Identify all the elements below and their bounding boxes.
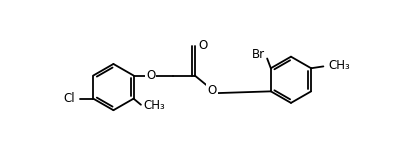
- Text: Cl: Cl: [63, 92, 75, 105]
- Text: CH₃: CH₃: [143, 99, 165, 112]
- Text: CH₃: CH₃: [328, 59, 350, 72]
- Text: O: O: [146, 69, 155, 82]
- Text: Br: Br: [252, 48, 265, 61]
- Text: O: O: [207, 84, 217, 97]
- Text: O: O: [199, 39, 208, 52]
